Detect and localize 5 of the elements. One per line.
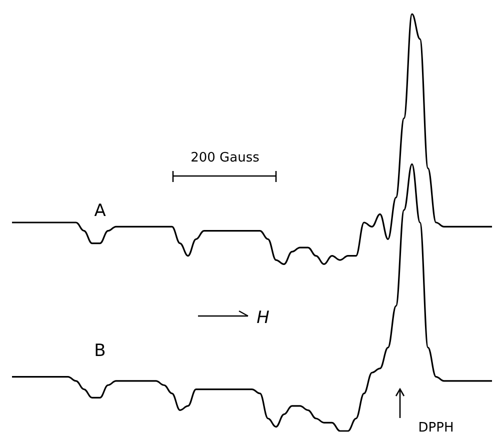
series-label: A bbox=[94, 200, 106, 221]
annotation: 200 Gauss bbox=[190, 150, 260, 166]
annotation: H bbox=[256, 308, 270, 328]
series-label: B bbox=[94, 341, 106, 362]
annotation: DPPH bbox=[418, 420, 454, 432]
